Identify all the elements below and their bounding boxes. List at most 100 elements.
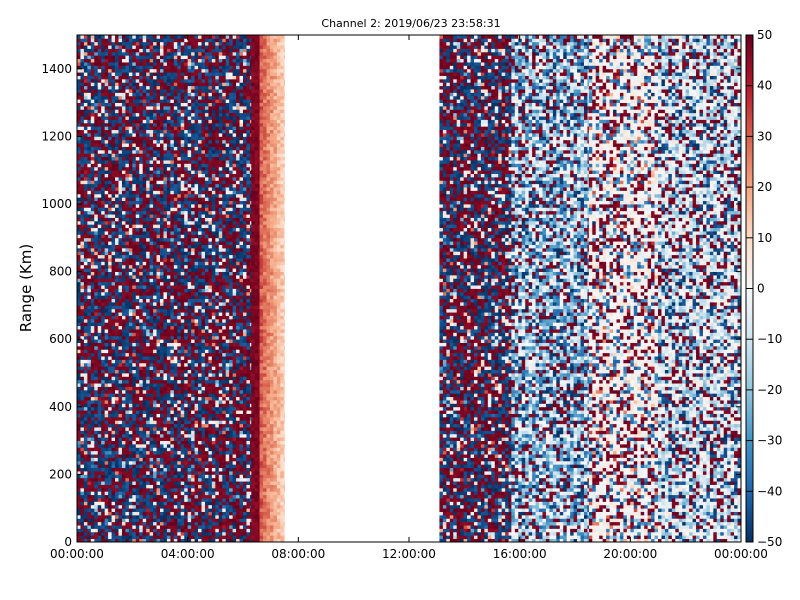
heatmap-cell xyxy=(146,96,150,100)
heatmap-cell xyxy=(98,518,102,522)
heatmap-cell xyxy=(150,231,154,235)
heatmap-cell xyxy=(146,194,150,198)
heatmap-cell xyxy=(115,407,119,411)
heatmap-cell xyxy=(136,184,140,188)
heatmap-cell xyxy=(112,501,116,505)
heatmap-cell xyxy=(146,400,150,404)
heatmap-cell xyxy=(84,170,88,174)
heatmap-cell xyxy=(125,99,129,103)
heatmap-cell xyxy=(167,76,171,80)
heatmap-cell xyxy=(153,160,157,164)
heatmap-cell xyxy=(170,451,174,455)
heatmap-cell xyxy=(119,174,123,178)
heatmap-cell xyxy=(87,468,91,472)
heatmap-cell xyxy=(174,336,178,340)
heatmap-cell xyxy=(98,380,102,384)
heatmap-cell xyxy=(139,35,143,39)
heatmap-cell xyxy=(98,353,102,357)
heatmap-cell xyxy=(87,190,91,194)
heatmap-cell xyxy=(125,339,129,343)
heatmap-cell xyxy=(119,234,123,238)
heatmap-cell xyxy=(108,65,112,69)
heatmap-cell xyxy=(139,140,143,144)
heatmap-cell xyxy=(80,481,84,485)
heatmap-cell xyxy=(160,272,164,276)
heatmap-cell xyxy=(136,302,140,306)
heatmap-cell xyxy=(91,376,95,380)
heatmap-cell xyxy=(157,69,161,73)
heatmap-cell xyxy=(119,52,123,56)
heatmap-cell xyxy=(112,136,116,140)
heatmap-cell xyxy=(87,326,91,330)
heatmap-cell xyxy=(94,123,98,127)
heatmap-cell xyxy=(129,454,133,458)
heatmap-cell xyxy=(115,261,119,265)
heatmap-cell xyxy=(98,359,102,363)
heatmap-cell xyxy=(136,495,140,499)
heatmap-cell xyxy=(115,522,119,526)
heatmap-cell xyxy=(112,525,116,529)
heatmap-cell xyxy=(143,508,147,512)
heatmap-cell xyxy=(105,322,109,326)
heatmap-cell xyxy=(101,343,105,347)
heatmap-cell xyxy=(101,329,105,333)
heatmap-cell xyxy=(167,359,171,363)
heatmap-cell xyxy=(77,207,81,211)
heatmap-cell xyxy=(163,474,167,478)
heatmap-cell xyxy=(153,126,157,130)
heatmap-cell xyxy=(115,258,119,262)
heatmap-cell xyxy=(77,245,81,249)
heatmap-cell xyxy=(143,518,147,522)
heatmap-cell xyxy=(112,518,116,522)
heatmap-cell xyxy=(129,42,133,46)
heatmap-cell xyxy=(125,136,129,140)
heatmap-cell xyxy=(170,261,174,265)
heatmap-cell xyxy=(84,126,88,130)
heatmap-cell xyxy=(139,289,143,293)
heatmap-cell xyxy=(101,332,105,336)
heatmap-cell xyxy=(108,136,112,140)
heatmap-cell xyxy=(150,72,154,76)
heatmap-cell xyxy=(132,410,136,414)
heatmap-cell xyxy=(136,265,140,269)
heatmap-cell xyxy=(139,76,143,80)
heatmap-cell xyxy=(139,302,143,306)
heatmap-cell xyxy=(125,430,129,434)
heatmap-cell xyxy=(136,248,140,252)
heatmap-cell xyxy=(91,234,95,238)
heatmap-cell xyxy=(84,255,88,259)
heatmap-cell xyxy=(115,89,119,93)
heatmap-cell xyxy=(87,275,91,279)
heatmap-cell xyxy=(115,136,119,140)
heatmap-cell xyxy=(129,326,133,330)
heatmap-cell xyxy=(170,474,174,478)
heatmap-cell xyxy=(77,275,81,279)
heatmap-cell xyxy=(80,251,84,255)
heatmap-cell xyxy=(84,359,88,363)
heatmap-cell xyxy=(136,65,140,69)
heatmap-cell xyxy=(132,234,136,238)
heatmap-cell xyxy=(132,434,136,438)
heatmap-cell xyxy=(174,508,178,512)
heatmap-cell xyxy=(77,130,81,134)
heatmap-cell xyxy=(80,383,84,387)
heatmap-cell xyxy=(153,383,157,387)
heatmap-cell xyxy=(87,109,91,113)
heatmap-cell xyxy=(143,430,147,434)
heatmap-cell xyxy=(80,485,84,489)
heatmap-cell xyxy=(87,295,91,299)
heatmap-cell xyxy=(132,332,136,336)
heatmap-cell xyxy=(160,316,164,320)
heatmap-cell xyxy=(80,207,84,211)
heatmap-cell xyxy=(170,136,174,140)
heatmap-cell xyxy=(80,522,84,526)
heatmap-cell xyxy=(98,498,102,502)
heatmap-cell xyxy=(174,353,178,357)
heatmap-cell xyxy=(143,305,147,309)
heatmap-cell xyxy=(119,147,123,151)
heatmap-cell xyxy=(160,336,164,340)
heatmap-cell xyxy=(80,305,84,309)
heatmap-cell xyxy=(94,329,98,333)
heatmap-cell xyxy=(91,35,95,39)
heatmap-cell xyxy=(146,390,150,394)
